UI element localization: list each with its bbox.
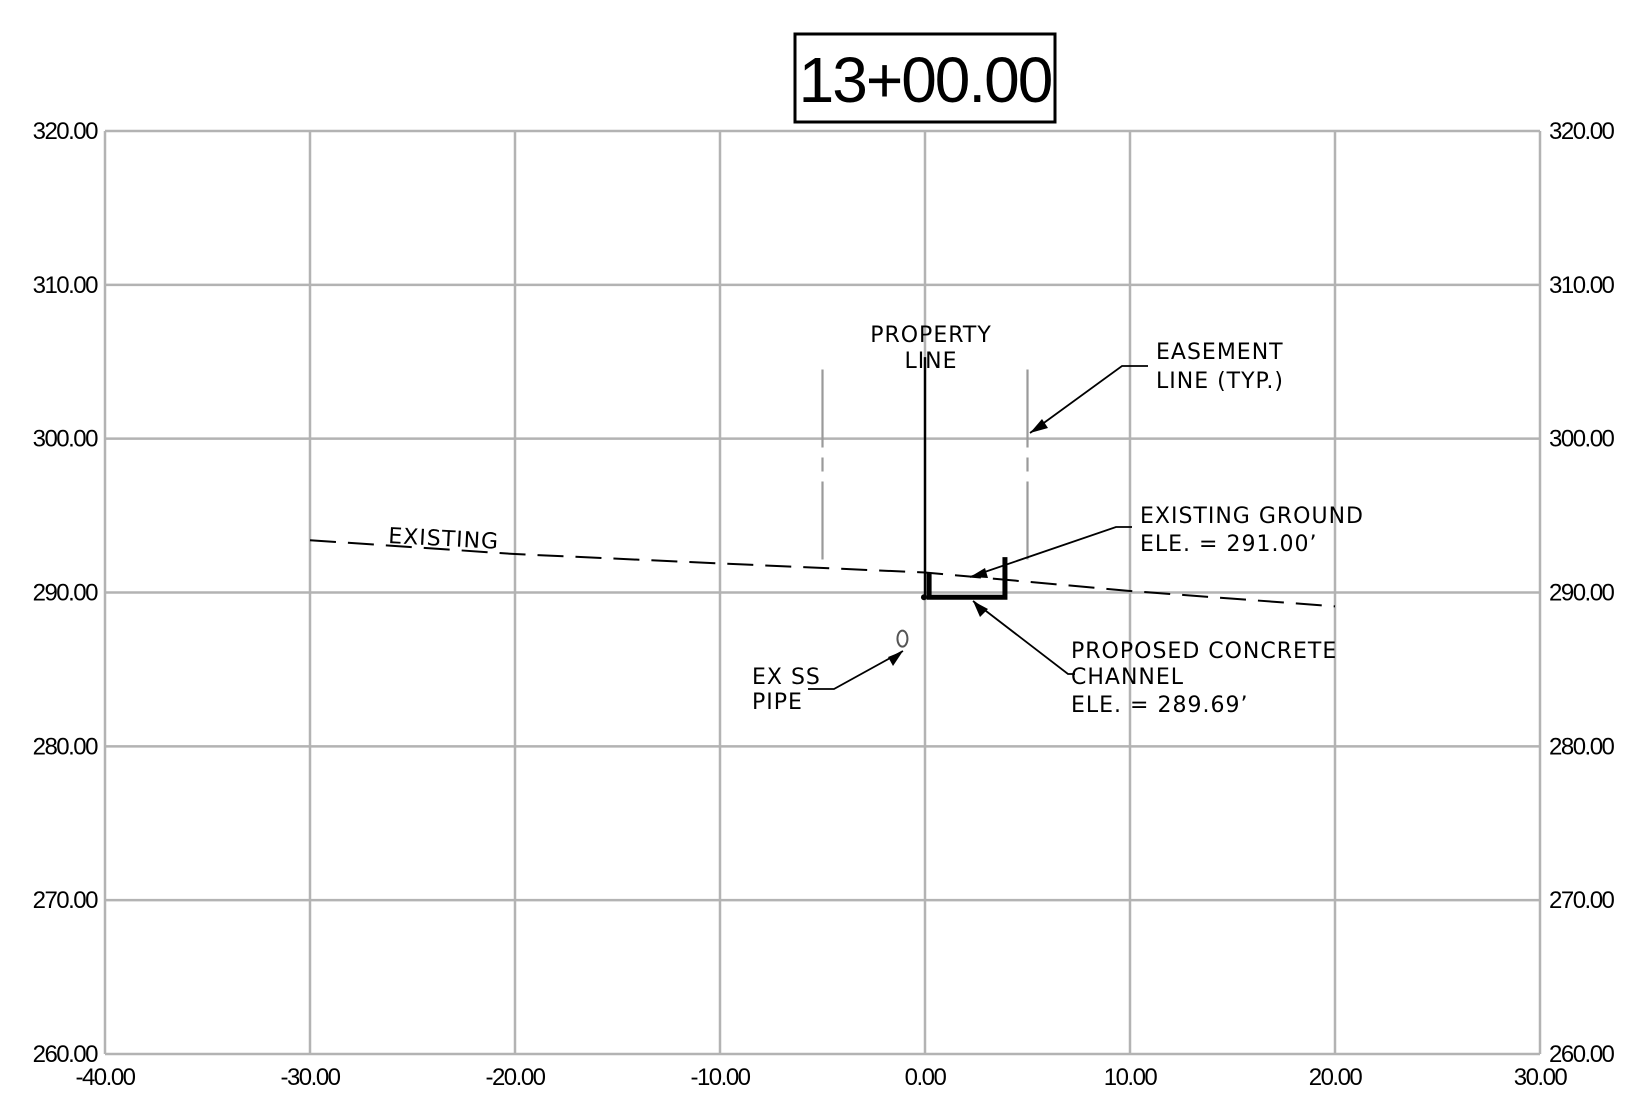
channel-note-1: PROPOSED CONCRETE bbox=[1071, 639, 1337, 664]
y-tick-label-right: 260.00 bbox=[1549, 1041, 1615, 1068]
x-tick-label: 10.00 bbox=[1104, 1064, 1158, 1091]
channel-leader bbox=[972, 600, 1075, 675]
section-lines bbox=[821, 357, 1029, 598]
title-box bbox=[793, 32, 1057, 124]
x-tick-label: -40.00 bbox=[75, 1064, 135, 1091]
y-tick-label-right: 300.00 bbox=[1549, 426, 1615, 453]
pipe-leader bbox=[808, 650, 904, 690]
property-line-note-1: PROPERTY bbox=[870, 323, 992, 348]
grid bbox=[103, 129, 1542, 1056]
easement-arrowhead bbox=[1030, 419, 1048, 433]
y-tick-label-left: 290.00 bbox=[33, 580, 99, 607]
concrete-channel bbox=[926, 557, 1008, 600]
y-tick-label-right: 320.00 bbox=[1549, 118, 1615, 145]
y-tick-label-right: 290.00 bbox=[1549, 580, 1615, 607]
existing-ground-note-2: ELE. = 291.00’ bbox=[1140, 532, 1317, 557]
x-tick-label: -20.00 bbox=[485, 1064, 545, 1091]
x-tick-label: 20.00 bbox=[1309, 1064, 1363, 1091]
y-tick-label-left: 270.00 bbox=[33, 887, 99, 914]
x-axis-ticks: -40.00 -30.00 -20.00 -10.00 0.00 10.00 20.00 30… bbox=[75, 1064, 1568, 1091]
easement-note-2: LINE (TYP.) bbox=[1156, 369, 1284, 394]
x-tick-label: -10.00 bbox=[690, 1064, 750, 1091]
existing-ground-note-1: EXISTING GROUND bbox=[1140, 504, 1364, 529]
y-tick-label-left: 300.00 bbox=[33, 426, 99, 453]
easement-note-1: EASEMENT bbox=[1156, 340, 1284, 365]
y-tick-label-left: 310.00 bbox=[33, 272, 99, 299]
x-tick-label: 0.00 bbox=[905, 1064, 947, 1091]
channel-arrowhead bbox=[973, 601, 988, 617]
existing-ground-leader bbox=[969, 526, 1132, 578]
y-tick-label-left: 260.00 bbox=[33, 1041, 99, 1068]
pipe-note-1: EX SS bbox=[752, 665, 821, 690]
existing-ground-label: EXISTING bbox=[388, 524, 500, 555]
y-tick-label-right: 270.00 bbox=[1549, 887, 1615, 914]
channel-note-3: ELE. = 289.69’ bbox=[1071, 693, 1248, 718]
existing-ss-pipe bbox=[896, 629, 909, 648]
x-tick-label: 30.00 bbox=[1514, 1064, 1568, 1091]
y-axis-ticks: 320.00 320.00 310.00 310.00 300.00 300.00 290.… bbox=[33, 118, 1616, 1068]
channel-note-2: CHANNEL bbox=[1071, 665, 1184, 690]
existing-ground-arrowhead bbox=[970, 568, 988, 578]
pipe-note-2: PIPE bbox=[752, 690, 803, 715]
y-tick-label-right: 310.00 bbox=[1549, 272, 1615, 299]
y-tick-label-left: 320.00 bbox=[33, 118, 99, 145]
leader-lines bbox=[808, 365, 1148, 690]
y-tick-label-right: 280.00 bbox=[1549, 733, 1615, 760]
easement-leader bbox=[1029, 365, 1148, 434]
station-title: 13+00.00 bbox=[799, 44, 1052, 116]
x-tick-label: -30.00 bbox=[280, 1064, 340, 1091]
channel-edge-point bbox=[920, 594, 927, 601]
leader-arrowheads bbox=[888, 419, 1048, 666]
pipe-arrowhead bbox=[888, 651, 903, 666]
existing-ground-line bbox=[309, 539, 1336, 608]
y-tick-label-left: 280.00 bbox=[33, 733, 99, 760]
property-line-note-2: LINE bbox=[904, 349, 957, 374]
